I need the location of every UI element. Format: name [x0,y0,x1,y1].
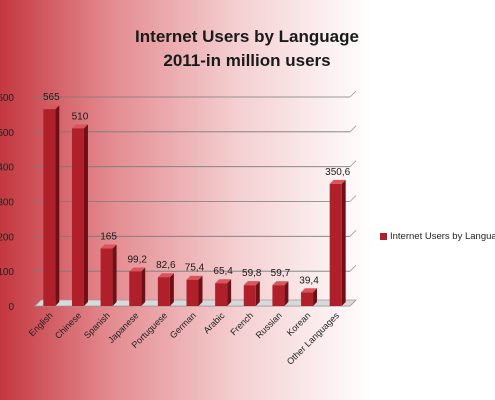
bar-side [112,244,117,306]
x-axis-labels: EnglishChineseSpanishJapanesePortugueseG… [27,310,342,367]
bar [215,283,228,306]
bar-side [284,281,289,306]
bar [301,292,314,306]
data-label: 39,4 [299,275,319,286]
bar-top [100,244,117,249]
legend-swatch [380,232,387,240]
data-label: 510 [72,111,89,122]
y-tick-label: 600 [0,93,14,104]
x-tick-label: Other Languages [285,310,342,367]
data-label: 75,4 [185,263,205,274]
y-tick-label: 400 [0,163,14,174]
gridline-depth [349,264,357,272]
data-label: 99,2 [127,254,147,265]
bar-side [227,279,232,306]
gridline-depth [349,230,357,237]
bar-side [169,273,174,306]
bar [157,277,170,306]
bar-side [198,275,203,306]
gridline-depth [349,160,357,167]
x-tick-label: Arabic [201,310,226,335]
bar-side [55,105,60,306]
bar [329,183,342,306]
bar-side [255,281,260,306]
bar [43,109,56,306]
legend: Internet Users by Language [380,229,495,243]
bar-top [215,279,232,284]
bar-top [329,179,346,184]
bar-side [341,179,346,306]
bar-top [186,275,203,280]
gridline-depth [349,125,357,133]
x-tick-label: Korean [285,310,313,338]
gridline-depth [349,90,357,98]
bar [243,285,256,306]
data-label: 82,6 [156,260,176,271]
bar-top [272,281,289,286]
bar-top [243,281,260,286]
y-tick-label: 200 [0,232,14,243]
bar [272,285,285,306]
y-tick-label: 0 [8,302,14,313]
bar-top [157,273,174,278]
bar [129,271,142,306]
bar-side [313,288,318,306]
x-tick-label: Russian [254,310,284,340]
bar-top [129,267,146,272]
bar [71,128,84,306]
bar-side [141,267,146,306]
data-label: 59,8 [242,268,262,279]
legend-label: Internet Users by Language [390,230,495,242]
data-label: 165 [100,232,117,243]
bar [100,248,113,306]
data-labels: 565 510 165 99,2 82,6 75,4 65,4 59,8 59,7 39,4 350… [43,92,351,286]
bar-top [301,288,318,293]
data-label: 565 [43,92,60,103]
y-tick-label: 500 [0,128,14,139]
data-label: 350,6 [325,167,350,178]
chart-title-line1: Internet Users by Language [135,27,359,46]
bars [43,105,346,306]
bar [186,279,199,306]
gridline-depth [349,195,357,202]
y-tick-label: 300 [0,198,14,209]
bar-top [43,105,60,110]
data-label: 59,7 [271,268,291,279]
chart-title-line2: 2011-in million users [163,51,330,70]
x-tick-label: French [228,310,255,337]
x-tick-label: English [27,310,55,338]
x-tick-label: German [168,310,198,340]
data-label: 65,4 [213,266,233,277]
bar-side [83,124,88,306]
bar-top [71,124,88,129]
y-tick-label: 100 [0,267,14,278]
x-tick-label: Chinese [53,310,83,340]
y-axis: 0 100 200 300 400 500 600 [0,93,14,313]
